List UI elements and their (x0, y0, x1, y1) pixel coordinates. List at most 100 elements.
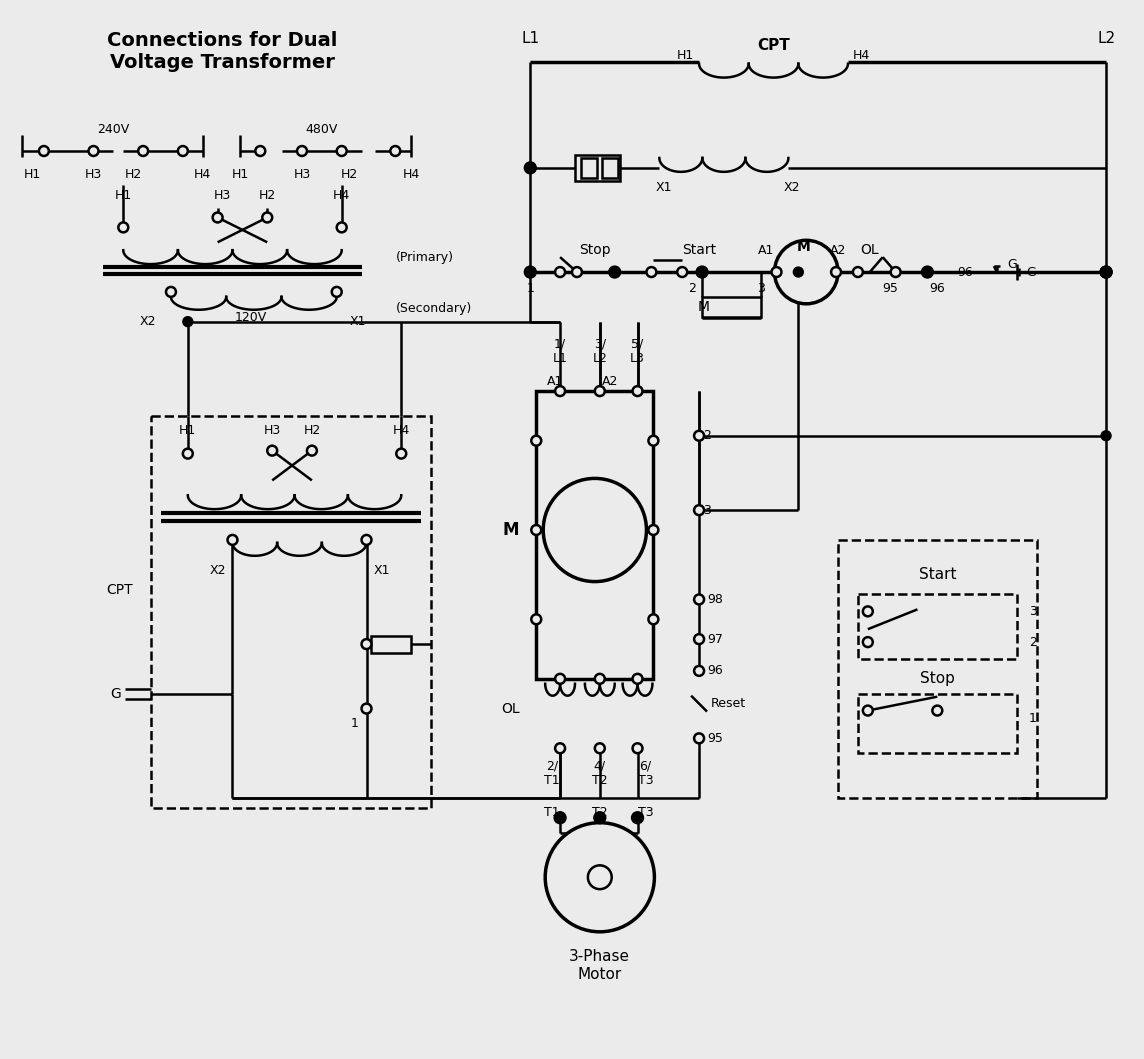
Text: 3: 3 (1028, 605, 1036, 617)
Text: M: M (502, 521, 518, 539)
Text: G: G (1026, 266, 1036, 279)
Text: 96: 96 (958, 266, 974, 279)
Text: G: G (111, 686, 121, 701)
Circle shape (633, 743, 643, 753)
Circle shape (863, 607, 873, 616)
Circle shape (555, 387, 565, 396)
Circle shape (649, 525, 658, 535)
Text: CPT: CPT (106, 582, 133, 596)
Circle shape (595, 743, 605, 753)
Circle shape (268, 446, 277, 455)
Text: 5/
L3: 5/ L3 (630, 338, 645, 365)
Circle shape (531, 525, 541, 535)
Text: T3: T3 (637, 806, 653, 820)
Text: 120V: 120V (235, 311, 267, 324)
Bar (839, 540, 1036, 797)
Text: 98: 98 (707, 593, 723, 606)
Text: 96: 96 (929, 283, 945, 295)
Circle shape (183, 449, 193, 459)
Circle shape (183, 317, 193, 326)
Text: H4: H4 (194, 168, 212, 181)
Text: CPT: CPT (757, 38, 789, 53)
Text: 1: 1 (351, 717, 358, 730)
Text: 3/
L2: 3/ L2 (593, 338, 607, 365)
Circle shape (166, 287, 176, 297)
Bar (151, 416, 431, 808)
Circle shape (396, 449, 406, 459)
Circle shape (863, 705, 873, 716)
Circle shape (794, 267, 803, 277)
Circle shape (595, 674, 605, 684)
Circle shape (633, 674, 643, 684)
Text: X1: X1 (349, 316, 366, 328)
Text: 3: 3 (756, 283, 764, 295)
Circle shape (336, 146, 347, 156)
Text: H1: H1 (677, 50, 694, 62)
Circle shape (555, 267, 565, 277)
Circle shape (694, 634, 704, 644)
Text: OL: OL (860, 244, 879, 257)
Bar (702, 297, 761, 317)
Circle shape (771, 267, 781, 277)
Text: H1: H1 (23, 168, 40, 181)
Circle shape (531, 435, 541, 446)
Circle shape (831, 267, 841, 277)
Text: 1: 1 (1028, 712, 1036, 725)
Text: 2: 2 (1028, 635, 1036, 648)
Circle shape (646, 267, 657, 277)
Circle shape (649, 435, 658, 446)
Text: X2: X2 (209, 564, 225, 577)
Bar (858, 594, 1017, 659)
Text: 95: 95 (883, 283, 898, 295)
Text: OL: OL (501, 701, 519, 716)
Text: 480V: 480V (305, 123, 337, 136)
Text: A2: A2 (602, 375, 618, 388)
Text: H4: H4 (853, 50, 871, 62)
Text: T1: T1 (545, 806, 559, 820)
Text: 1: 1 (526, 283, 534, 295)
Circle shape (390, 146, 400, 156)
Circle shape (649, 614, 658, 624)
Circle shape (694, 734, 704, 743)
Text: 3: 3 (704, 504, 710, 517)
Text: H1: H1 (114, 190, 132, 202)
Bar (858, 694, 1017, 753)
Text: H2: H2 (303, 425, 320, 437)
Circle shape (262, 213, 272, 222)
Circle shape (554, 812, 566, 824)
Circle shape (118, 222, 128, 232)
Text: 4/
T2: 4/ T2 (591, 759, 607, 787)
Text: 2/
T1: 2/ T1 (545, 759, 559, 787)
Text: (Primary): (Primary) (396, 251, 454, 264)
Text: H2: H2 (259, 190, 276, 202)
Text: Connections for Dual
Voltage Transformer: Connections for Dual Voltage Transformer (108, 32, 337, 72)
Text: Stop: Stop (920, 671, 955, 686)
Circle shape (524, 162, 537, 174)
Circle shape (524, 266, 537, 279)
Text: L1: L1 (522, 32, 539, 47)
Text: 240V: 240V (97, 123, 129, 136)
Circle shape (774, 240, 839, 304)
Text: H1: H1 (232, 168, 249, 181)
Text: H4: H4 (403, 168, 420, 181)
Circle shape (631, 812, 643, 824)
Circle shape (932, 705, 943, 716)
Text: H4: H4 (333, 190, 350, 202)
Bar (602, 158, 618, 178)
Text: A2: A2 (829, 244, 847, 256)
Circle shape (138, 146, 148, 156)
Circle shape (609, 266, 621, 279)
Circle shape (853, 267, 863, 277)
Text: 95: 95 (707, 732, 723, 744)
Circle shape (572, 267, 582, 277)
Circle shape (594, 812, 606, 824)
Text: H3: H3 (263, 425, 280, 437)
Text: 6/
T3: 6/ T3 (637, 759, 653, 787)
Text: T2: T2 (591, 806, 607, 820)
Circle shape (595, 387, 605, 396)
Circle shape (362, 703, 372, 714)
Circle shape (555, 674, 565, 684)
Circle shape (588, 865, 612, 890)
Circle shape (543, 479, 646, 581)
Circle shape (694, 505, 704, 515)
